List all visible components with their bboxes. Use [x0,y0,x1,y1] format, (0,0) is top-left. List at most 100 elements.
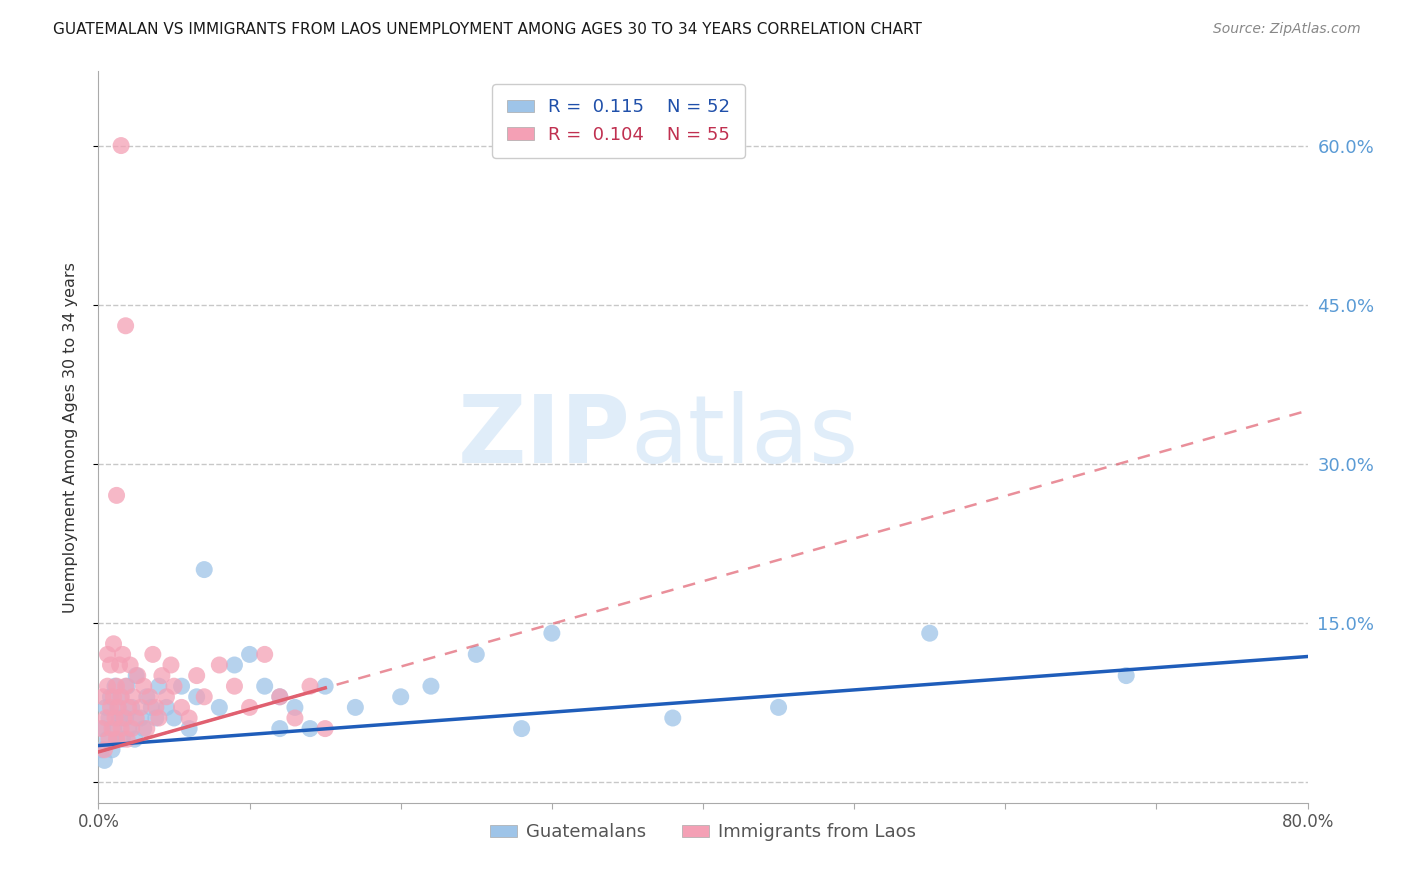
Point [163,711,186,725]
Point [98,732,121,747]
Point [114,679,136,693]
Point [127,668,149,682]
Point [139,690,162,704]
Point [94,700,117,714]
Point [107,700,129,714]
Point [100,690,122,704]
Point [118,700,141,714]
Point [96,732,118,747]
Point [269,690,291,704]
Point [108,658,131,673]
Point [90,722,112,736]
Point [91,690,114,704]
Point [155,700,177,714]
Point [661,711,683,725]
Point [170,679,193,693]
Point [155,690,177,704]
Point [101,743,124,757]
Point [239,700,262,714]
Point [510,722,533,736]
Point [284,700,307,714]
Point [150,668,173,682]
Point [269,690,291,704]
Point [125,711,148,725]
Point [110,690,132,704]
Point [101,722,124,736]
Point [132,722,155,736]
Point [104,679,127,693]
Point [105,732,128,747]
Point [103,690,125,704]
Point [114,318,136,333]
Point [420,679,443,693]
Point [96,679,118,693]
Point [145,711,167,725]
Point [148,679,170,693]
Text: Source: ZipAtlas.com: Source: ZipAtlas.com [1213,22,1361,37]
Point [93,743,115,757]
Point [110,690,132,704]
Legend: Guatemalans, Immigrants from Laos: Guatemalans, Immigrants from Laos [482,816,924,848]
Point [115,679,138,693]
Point [918,626,941,640]
Point [344,700,367,714]
Point [105,488,128,502]
Point [179,711,201,725]
Point [389,690,412,704]
Text: ZIP: ZIP [457,391,630,483]
Point [120,658,142,673]
Point [94,711,117,725]
Point [179,722,201,736]
Point [110,138,132,153]
Point [105,732,128,747]
Point [208,658,231,673]
Point [465,648,488,662]
Point [100,658,122,673]
Y-axis label: Unemployment Among Ages 30 to 34 years: Unemployment Among Ages 30 to 34 years [63,261,77,613]
Point [269,722,291,736]
Point [115,732,138,747]
Point [193,690,215,704]
Point [121,722,143,736]
Point [105,679,128,693]
Point [96,648,118,662]
Point [91,722,114,736]
Point [93,753,115,767]
Point [186,668,208,682]
Point [135,690,157,704]
Point [768,700,790,714]
Point [208,700,231,714]
Point [284,711,307,725]
Point [186,690,208,704]
Point [104,711,127,725]
Point [125,668,148,682]
Point [163,679,186,693]
Point [299,722,322,736]
Point [111,648,134,662]
Point [124,732,146,747]
Point [103,637,125,651]
Point [239,648,262,662]
Text: atlas: atlas [630,391,859,483]
Point [314,679,336,693]
Point [90,743,112,757]
Point [111,732,134,747]
Point [253,679,276,693]
Point [253,648,276,662]
Point [160,658,183,673]
Point [224,679,246,693]
Point [129,700,152,714]
Point [114,711,136,725]
Point [112,711,135,725]
Point [103,722,125,736]
Point [145,700,167,714]
Point [100,700,122,714]
Point [118,722,141,736]
Point [224,658,246,673]
Point [108,711,131,725]
Point [299,679,322,693]
Point [540,626,562,640]
Text: GUATEMALAN VS IMMIGRANTS FROM LAOS UNEMPLOYMENT AMONG AGES 30 TO 34 YEARS CORREL: GUATEMALAN VS IMMIGRANTS FROM LAOS UNEMP… [53,22,922,37]
Point [98,711,121,725]
Point [142,648,165,662]
